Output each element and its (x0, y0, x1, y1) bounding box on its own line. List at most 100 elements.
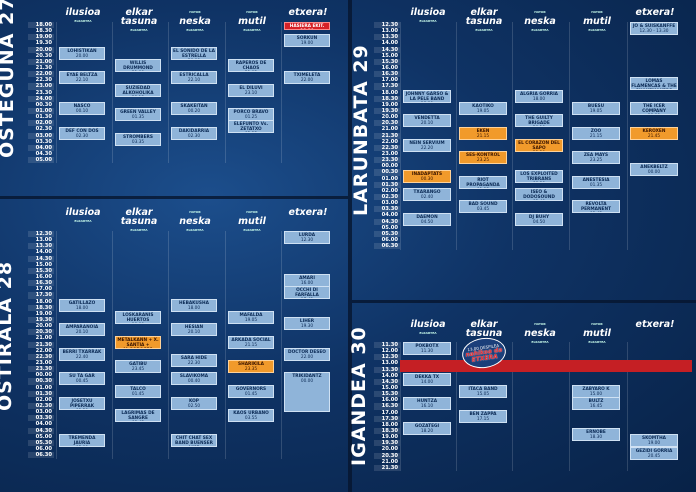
event-block[interactable]: RIOT PROPAGANDA01.35 (459, 175, 507, 189)
event-block[interactable]: GREEN VALLEY 01.35 (115, 108, 161, 122)
event-block[interactable]: GOZATEGI 18.20 (403, 421, 451, 435)
event-block[interactable]: THE ICER COMPANY19.00 (630, 101, 678, 115)
event-block[interactable]: EL SONIDO DE LA ESTRELLA20.00 (171, 46, 217, 60)
event-block[interactable]: OCCHI DI FARFALLA17.45 (284, 286, 330, 300)
event-block[interactable]: AMARI 16.00 (284, 274, 330, 288)
event-block[interactable]: CHIT CHAT SEX BAND BUENSER LUIS05.00 (171, 433, 217, 447)
event-block[interactable]: STROMBERS 03.35 (115, 132, 161, 146)
event-block[interactable]: BAD SOUND 03.45 (459, 200, 507, 214)
event-block[interactable]: ZABYARO K 15.00 (572, 385, 620, 399)
event-block[interactable]: TXIMELETA 22.00 (284, 71, 330, 85)
event-block[interactable]: HASIERA EKIT. 18.30 (284, 22, 330, 30)
event-block[interactable]: EKEN 21.15 (459, 126, 507, 140)
venue-logo-2: HATOR neska ELKARTEA (514, 320, 566, 347)
venue-name: neska (179, 216, 211, 227)
event-block[interactable]: ELEFUNTO Vs. ZETATXO02.35 (228, 120, 274, 134)
event-block[interactable]: EYAE BELTZA 22.10 (59, 71, 105, 85)
event-block[interactable]: SARA HIDE 22.30 (171, 354, 217, 367)
event-block[interactable]: ITACA BAND 15.05 (459, 385, 507, 399)
event-block[interactable]: LOS EXPLOITED TRIBRANS00.30 (515, 169, 563, 183)
event-block[interactable]: DEF CON DOS 02.30 (59, 126, 105, 140)
event-block[interactable]: SU TA GAR 00.45 (59, 372, 105, 386)
venue-sub: ELKARTEA (588, 28, 606, 32)
event-block[interactable]: SHARIKILA 23.35 (228, 360, 274, 374)
event-block[interactable]: ESTRICALLA 22.10 (171, 71, 217, 85)
event-block[interactable]: BERRI TXARRAK 22.40 (59, 347, 105, 361)
event-block[interactable]: NEIN SERVIUM 22.20 (403, 138, 451, 152)
event-block[interactable]: BEN ZAPPA 17.15 (459, 409, 507, 423)
event-block[interactable]: LAGRIMAS DE SANGRE03.45 (115, 409, 161, 423)
event-block[interactable]: GATILLAZO 18.00 (59, 298, 105, 312)
time-slot: 20.00 (35, 323, 52, 330)
event-block[interactable]: EL DILUVI 23.10 (228, 83, 274, 97)
event-block[interactable]: SLAVIKOMA 00.40 (171, 372, 217, 386)
venue-column-guide (225, 22, 226, 164)
event-block[interactable]: EL CORAZON DEL SAPO22.20 (515, 138, 563, 152)
time-slot: 19.00 (35, 310, 52, 317)
event-block[interactable]: GEZIDI GORRIA 20.45 (630, 446, 678, 460)
event-block[interactable]: BULTZ 16.45 (572, 397, 620, 411)
event-block[interactable]: VENDETTA 20.10 (403, 114, 451, 128)
event-block[interactable]: LIHER 19.30 (284, 317, 330, 331)
event-block[interactable]: HEBAKUSHA 18.00 (171, 298, 217, 312)
event-block[interactable]: SKOMTHA 19.00 (630, 434, 678, 448)
event-block[interactable]: AMPARANOIA 20.10 (59, 323, 105, 337)
event-name: ERNOBE (586, 430, 606, 436)
time-slot: 17.00 (381, 409, 398, 416)
event-block[interactable]: DOCTOR DESEO 22.00 (284, 347, 330, 361)
event-block[interactable]: TALCO 01.45 (115, 384, 161, 398)
event-block[interactable]: NASCO 00.10 (59, 101, 105, 115)
event-block[interactable]: MAFALDA 19.05 (228, 310, 274, 324)
event-block[interactable]: KAOS URBANO 03.55 (228, 409, 274, 423)
event-block[interactable]: HESIAN 20.10 (171, 323, 217, 337)
event-block[interactable]: TREMENDA JAURIA05.00 (59, 433, 105, 447)
event-block[interactable]: KOP 02.50 (171, 397, 217, 411)
event-block[interactable]: LOSKARANIS HUERTOS19.00 (115, 310, 161, 324)
event-block[interactable]: GOVERNORS 01.45 (228, 384, 274, 398)
event-block[interactable]: ZEA MAYS 23.25 (572, 151, 620, 165)
event-block[interactable]: JOSETXU PIPERRAK02.50 (59, 397, 105, 411)
event-block[interactable]: KEROXEN 21.45 (630, 126, 678, 140)
event-block[interactable]: ANESTESIA 01.35 (572, 175, 620, 189)
event-block[interactable]: HUNTZA 16.10 (403, 397, 451, 411)
event-block[interactable]: LOHISTIKAN 20.00 (59, 46, 105, 60)
event-block[interactable]: TXARANGO 02.40 (403, 188, 451, 202)
event-block[interactable]: REVOLTA PERMANENT03.45 (572, 200, 620, 214)
event-block[interactable]: ISEO & DODOSOUND02.40 (515, 188, 563, 202)
event-block[interactable]: TRIKIDANTZ 00.00 (284, 372, 330, 413)
event-block[interactable]: ANEKBELTZ 00.00 (630, 163, 678, 177)
event-block[interactable]: LOMAS FLAMENCAS & THE SNAKEMAKERS17.45 (630, 77, 678, 91)
event-block[interactable]: INADAPTATS 00.30 (403, 169, 451, 183)
event-block[interactable]: LURDA 12.30 (284, 231, 330, 244)
event-block[interactable]: ERNOBE 18.30 (572, 428, 620, 442)
event-block[interactable]: ARKADA SOCIAL 21.15 (228, 335, 274, 349)
venue-sub: ELKARTEA (531, 28, 549, 32)
event-block[interactable]: DAEMON 04.50 (403, 212, 451, 226)
event-block[interactable]: KAOTIKO 19.05 (459, 101, 507, 115)
event-block[interactable]: POKBOTX 11.30 (403, 342, 451, 355)
event-name: SARA HIDE (180, 356, 208, 361)
event-block[interactable]: RAPEROS DE CHAOS21.05 (228, 58, 274, 72)
event-block[interactable]: DEKKA TX 14.00 (403, 372, 451, 386)
event-time: 21.15 (476, 133, 490, 139)
event-block[interactable]: THE GUILTY BRIGADE20.10 (515, 114, 563, 128)
event-block[interactable]: SORKUN 19.00 (284, 34, 330, 48)
event-block[interactable]: SES-KONTROL 23.25 (459, 151, 507, 165)
event-time: 17.15 (476, 416, 490, 422)
event-block[interactable]: JOHNNY GARSO & LA PELE BAND18.00 (403, 89, 451, 103)
event-block[interactable]: SKAKEITAN 00.20 (171, 101, 217, 115)
event-block[interactable]: BUESU 19.05 (572, 101, 620, 115)
event-block[interactable]: ALGRIA GORRIA 18.00 (515, 89, 563, 103)
event-block[interactable]: ZOO 21.15 (572, 126, 620, 140)
event-block[interactable]: SUZIEDAD ALKOHOLIKA23.15 (115, 83, 161, 97)
event-block[interactable]: JO & SUISKANFFE 12.30 - 13.30 (630, 22, 678, 35)
event-block[interactable]: GATIBU 23.45 (115, 360, 161, 374)
time-slot: 19.30 (35, 40, 52, 47)
time-slot: 17.30 (28, 292, 54, 299)
event-block[interactable]: DAKIDARRIA 02.30 (171, 126, 217, 140)
event-block[interactable]: METALKANN + X. SANTIA + M.GOROSES21.15 (115, 335, 161, 349)
event-block[interactable]: WILLIS DRUMMOND21.00 (115, 58, 161, 72)
event-block[interactable]: PORCO BRAVO 01.25 (228, 108, 274, 122)
event-block[interactable]: DJ BUHY 04.50 (515, 212, 563, 226)
